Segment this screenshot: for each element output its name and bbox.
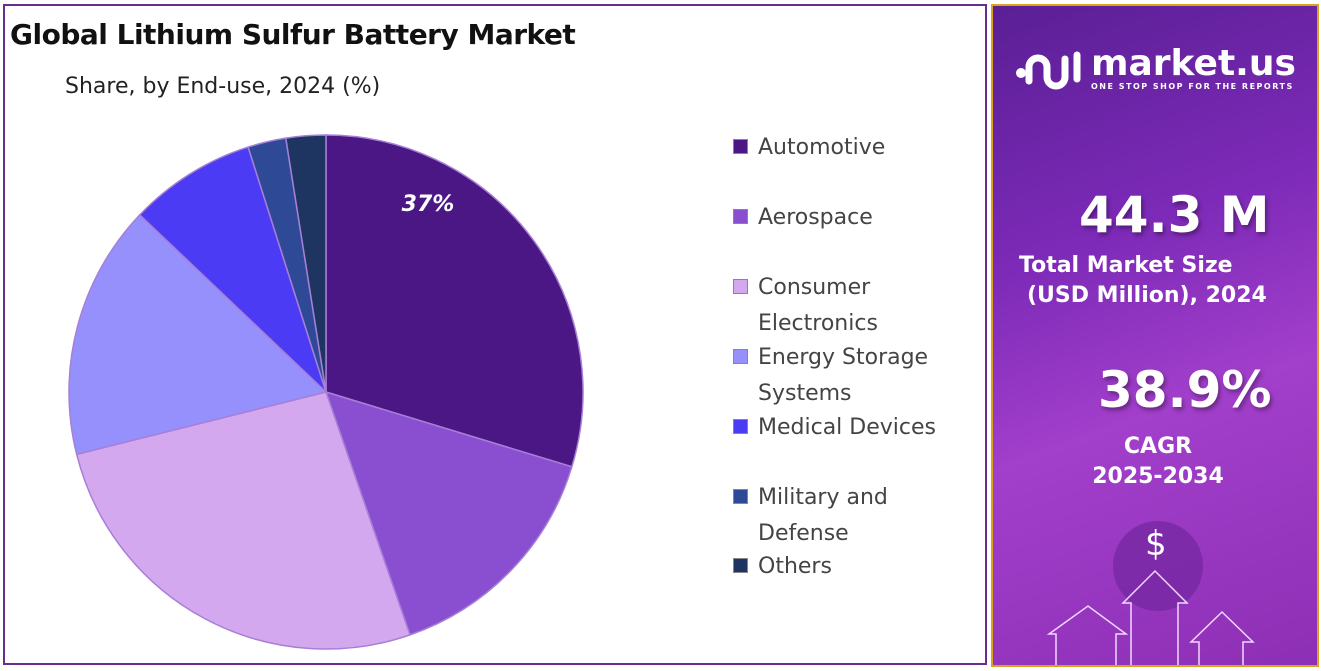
legend-swatch xyxy=(733,558,748,573)
legend-swatch xyxy=(733,279,748,294)
legend-item: Consumer Electronics xyxy=(733,270,993,342)
pie-chart: 37% xyxy=(68,134,584,650)
legend-label: Automotive xyxy=(758,135,886,160)
legend-item: Aerospace xyxy=(733,200,993,236)
chart-title: Global Lithium Sulfur Battery Market xyxy=(10,18,576,51)
logo-mark-icon xyxy=(1016,51,1081,89)
info-panel: market.us ONE STOP SHOP FOR THE REPORTS … xyxy=(991,4,1319,667)
legend-label: Medical Devices xyxy=(758,415,936,440)
legend-label: Others xyxy=(758,554,832,579)
legend-label: Aerospace xyxy=(758,205,873,230)
legend-swatch xyxy=(733,489,748,504)
brand-tagline: ONE STOP SHOP FOR THE REPORTS xyxy=(1091,82,1294,91)
market-size-label-line2: (USD Million), 2024 xyxy=(1027,283,1267,308)
market-us-logo: market.us ONE STOP SHOP FOR THE REPORTS xyxy=(1015,46,1296,91)
legend-swatch xyxy=(733,139,748,154)
coin-shape xyxy=(1113,521,1203,611)
legend-label: Military and Defense xyxy=(758,485,888,546)
legend-item: Military and Defense xyxy=(733,480,993,552)
dollar-icon: $ xyxy=(1145,524,1167,564)
pie-slice-consumer-electronics xyxy=(75,391,411,650)
pie-slice-automotive xyxy=(325,134,584,468)
cagr-label-line2: 2025-2034 xyxy=(1092,464,1224,489)
pie-slice-energy-storage-systems xyxy=(68,213,328,456)
legend-item: Others xyxy=(733,549,993,585)
cagr-label-line1: CAGR xyxy=(1123,434,1193,459)
background-decoration xyxy=(1046,521,1255,665)
legend-label: Energy Storage Systems xyxy=(758,345,929,406)
legend-item: Automotive xyxy=(733,130,993,166)
chart-subtitle: Share, by End-use, 2024 (%) xyxy=(65,74,381,99)
legend-label: Consumer Electronics xyxy=(758,275,878,336)
brand-name: market.us xyxy=(1091,43,1296,84)
market-size-label: Total Market Size (USD Million), 2024 xyxy=(1019,251,1267,311)
pie-slice-others xyxy=(284,134,327,393)
pie-slice-aerospace xyxy=(324,390,573,636)
legend-item: Energy Storage Systems xyxy=(733,340,993,412)
market-size-value: 44.3 M xyxy=(1079,186,1270,244)
data-label: 37% xyxy=(402,192,455,217)
legend-swatch xyxy=(733,349,748,364)
legend-swatch xyxy=(733,209,748,224)
growth-arrows-icon xyxy=(1046,569,1255,665)
legend-swatch xyxy=(733,419,748,434)
pie-slice-medical-devices xyxy=(138,146,327,393)
legend-item: Medical Devices xyxy=(733,410,993,446)
chart-panel xyxy=(3,4,987,665)
cagr-value: 38.9% xyxy=(1098,361,1272,419)
cagr-label: CAGR 2025-2034 xyxy=(1083,432,1233,492)
market-size-label-line1: Total Market Size xyxy=(1019,253,1233,278)
